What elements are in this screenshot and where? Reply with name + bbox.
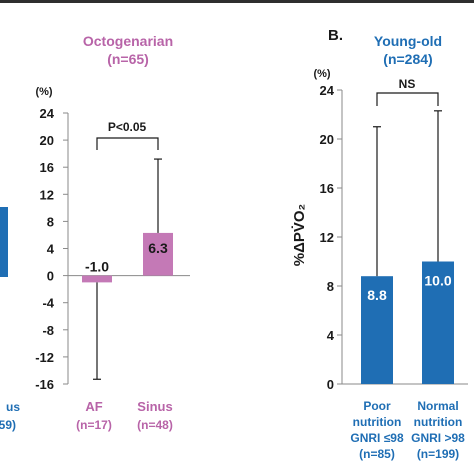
young-old-value-label: 10.0: [424, 273, 451, 289]
svg-text:(n=85): (n=85): [359, 447, 395, 461]
svg-text:4: 4: [47, 242, 55, 257]
svg-text:0: 0: [327, 377, 334, 392]
svg-text:GNRI ≤98: GNRI ≤98: [350, 431, 404, 445]
svg-text:(n=199): (n=199): [417, 447, 459, 461]
svg-text:20: 20: [320, 132, 334, 147]
svg-text:12: 12: [40, 187, 54, 202]
octogenarian-subtitle: (n=65): [107, 51, 149, 67]
svg-text:nutrition: nutrition: [414, 415, 463, 429]
octogenarian-title: Octogenarian: [83, 33, 173, 49]
octogenarian-tick: -4: [42, 296, 68, 311]
svg-text:-12: -12: [35, 350, 54, 365]
octogenarian-value-label: -1.0: [85, 259, 109, 275]
young-old-tick: 16: [320, 181, 342, 196]
octogenarian-value-labels: -1.0 6.3: [85, 240, 168, 275]
octogenarian-panel: Octogenarian (n=65) (%) 24 20 16 12 8 4 0 -4 -8 -…: [35, 33, 190, 432]
octogenarian-tick: 20: [40, 133, 68, 148]
top-border: [0, 0, 474, 3]
svg-text:12: 12: [320, 230, 334, 245]
young-old-significance-bracket: [376, 92, 439, 106]
svg-text:8: 8: [47, 214, 54, 229]
young-old-title: Young-old: [374, 33, 442, 49]
young-old-tick: 4: [327, 328, 342, 343]
svg-text:16: 16: [40, 160, 54, 175]
young-old-tick: 12: [320, 230, 342, 245]
left-partial-count-label: 59): [0, 418, 16, 432]
octogenarian-p-value: P<0.05: [108, 120, 147, 134]
young-old-category: Normal nutrition GNRI >98 (n=199): [411, 399, 465, 461]
svg-text:20: 20: [40, 133, 54, 148]
young-old-tick: 24: [320, 83, 342, 98]
octogenarian-bar: [82, 275, 112, 283]
octogenarian-tick: -16: [35, 377, 68, 392]
octogenarian-error-bars: [93, 158, 162, 380]
svg-text:8: 8: [327, 279, 334, 294]
svg-text:Normal: Normal: [417, 399, 458, 413]
octogenarian-error-bar: [93, 282, 101, 380]
svg-text:AF: AF: [85, 399, 102, 414]
svg-text:-4: -4: [42, 296, 54, 311]
svg-text:24: 24: [320, 83, 335, 98]
octogenarian-tick: 0: [47, 269, 68, 284]
young-old-ns-label: NS: [399, 77, 416, 91]
octogenarian-bars: [82, 232, 173, 283]
svg-text:(n=48): (n=48): [137, 418, 173, 432]
octogenarian-tick: 4: [47, 242, 68, 257]
svg-text:0: 0: [47, 269, 54, 284]
octogenarian-category: AF (n=17): [76, 399, 112, 432]
svg-text:nutrition: nutrition: [353, 415, 402, 429]
young-old-error-bar: [373, 126, 381, 277]
young-old-unit-label: (%): [313, 68, 330, 80]
young-old-category-labels: Poor nutrition GNRI ≤98 (n=85) Normal nutriti…: [350, 399, 465, 461]
octogenarian-tick: 12: [40, 187, 68, 202]
left-partial-panel: us 59): [0, 207, 20, 432]
young-old-error-bars: [373, 110, 442, 277]
young-old-value-label: 8.8: [367, 287, 387, 303]
young-old-error-bar: [434, 110, 442, 262]
octogenarian-category: Sinus (n=48): [137, 399, 173, 432]
svg-text:16: 16: [320, 181, 334, 196]
octogenarian-tick: -8: [42, 323, 68, 338]
svg-text:4: 4: [327, 328, 335, 343]
young-old-value-labels: 8.8 10.0: [367, 273, 452, 304]
young-old-subtitle: (n=284): [383, 51, 432, 67]
octogenarian-significance-bracket: [96, 137, 159, 150]
svg-text:(n=17): (n=17): [76, 418, 112, 432]
octogenarian-y-ticks: 24 20 16 12 8 4 0 -4 -8 -12 -16: [35, 106, 68, 392]
young-old-panel: B. Young-old (n=284) (%) %ΔPV̇O₂ 24 20 16 1…: [291, 27, 468, 461]
octogenarian-tick: 8: [47, 214, 68, 229]
young-old-category: Poor nutrition GNRI ≤98 (n=85): [350, 399, 404, 461]
young-old-tick: 0: [327, 377, 342, 392]
left-partial-bar: [0, 207, 8, 277]
young-old-tick: 8: [327, 279, 342, 294]
svg-text:-8: -8: [42, 323, 54, 338]
young-old-bar: [361, 276, 393, 384]
octogenarian-error-bar: [154, 158, 162, 233]
octogenarian-tick: 16: [40, 160, 68, 175]
octogenarian-category-labels: AF (n=17) Sinus (n=48): [76, 399, 173, 432]
svg-text:24: 24: [40, 106, 55, 121]
left-partial-category-label: us: [6, 400, 20, 414]
svg-text:Poor: Poor: [363, 399, 391, 413]
octogenarian-tick: 24: [40, 106, 68, 121]
young-old-bars: [361, 261, 454, 384]
octogenarian-tick: -12: [35, 350, 68, 365]
octogenarian-bar: [143, 232, 173, 276]
panel-label-b: B.: [328, 27, 343, 44]
octogenarian-unit-label: (%): [35, 86, 52, 98]
young-old-y-ticks: 24 20 16 12 8 4 0: [320, 83, 342, 392]
young-old-y-axis-label: %ΔPV̇O₂: [291, 204, 308, 266]
svg-text:-16: -16: [35, 377, 54, 392]
young-old-tick: 20: [320, 132, 342, 147]
young-old-bar: [422, 261, 454, 384]
svg-text:Sinus: Sinus: [137, 399, 172, 414]
svg-text:GNRI >98: GNRI >98: [411, 431, 465, 445]
octogenarian-value-label: 6.3: [148, 240, 168, 256]
